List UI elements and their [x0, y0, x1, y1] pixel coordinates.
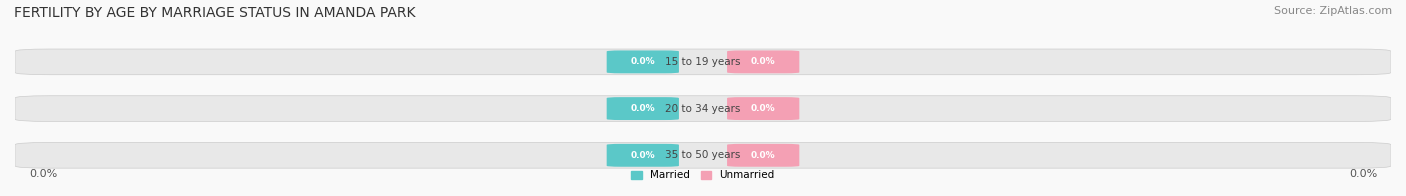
Text: 15 to 19 years: 15 to 19 years [665, 57, 741, 67]
Text: 0.0%: 0.0% [751, 151, 776, 160]
FancyBboxPatch shape [727, 50, 800, 73]
Text: Source: ZipAtlas.com: Source: ZipAtlas.com [1274, 6, 1392, 16]
Text: 0.0%: 0.0% [630, 151, 655, 160]
Text: 20 to 34 years: 20 to 34 years [665, 104, 741, 114]
FancyBboxPatch shape [727, 97, 800, 120]
Text: 0.0%: 0.0% [1348, 169, 1378, 179]
Text: 0.0%: 0.0% [630, 104, 655, 113]
FancyBboxPatch shape [606, 97, 679, 120]
FancyBboxPatch shape [15, 49, 1391, 75]
FancyBboxPatch shape [15, 142, 1391, 168]
Legend: Married, Unmarried: Married, Unmarried [631, 171, 775, 181]
FancyBboxPatch shape [15, 96, 1391, 122]
Text: 0.0%: 0.0% [751, 57, 776, 66]
FancyBboxPatch shape [606, 50, 679, 73]
Text: 0.0%: 0.0% [630, 57, 655, 66]
Text: 0.0%: 0.0% [751, 104, 776, 113]
FancyBboxPatch shape [727, 144, 800, 167]
Text: FERTILITY BY AGE BY MARRIAGE STATUS IN AMANDA PARK: FERTILITY BY AGE BY MARRIAGE STATUS IN A… [14, 6, 416, 20]
Text: 0.0%: 0.0% [28, 169, 58, 179]
FancyBboxPatch shape [606, 144, 679, 167]
Text: 35 to 50 years: 35 to 50 years [665, 150, 741, 160]
